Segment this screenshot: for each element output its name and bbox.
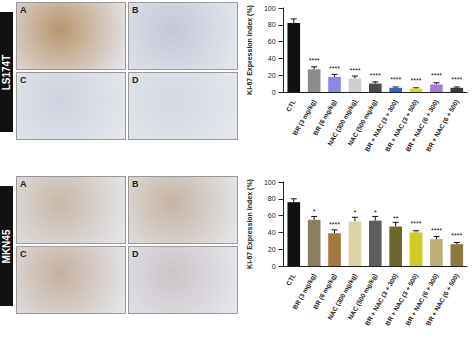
svg-text:BR + NAC (3 + 500): BR + NAC (3 + 500) [383, 98, 420, 153]
svg-text:*: * [354, 209, 357, 216]
svg-text:BR (3 mg/kg): BR (3 mg/kg) [291, 272, 318, 311]
svg-text:NAC (300 mg/kg): NAC (300 mg/kg) [325, 272, 358, 321]
svg-text:****: **** [349, 67, 360, 74]
svg-text:**: ** [393, 215, 399, 222]
svg-text:NAC (500 mg/kg): NAC (500 mg/kg) [346, 98, 379, 147]
svg-text:****: **** [309, 57, 320, 64]
html-text:C: C [20, 75, 27, 85]
svg-text:BR (6 mg/kg): BR (6 mg/kg) [311, 98, 338, 137]
svg-text:NAC (500 mg/kg): NAC (500 mg/kg) [346, 272, 379, 321]
svg-text:100: 100 [264, 179, 276, 186]
svg-text:*: * [313, 208, 316, 215]
svg-text:****: **** [390, 76, 401, 83]
svg-text:BR + NAC (3 + 300): BR + NAC (3 + 300) [363, 272, 399, 327]
svg-text:****: **** [451, 232, 462, 239]
svg-text:****: **** [370, 72, 381, 79]
html-text:MKN45: MKN45 [1, 229, 12, 263]
svg-text:20: 20 [268, 72, 276, 79]
html-text:LS174T: LS174T [1, 54, 12, 90]
svg-text:CTL: CTL [284, 272, 296, 286]
svg-text:0: 0 [272, 89, 276, 96]
html-text:C: C [20, 249, 27, 259]
svg-text:CTL: CTL [284, 98, 296, 112]
html-text:D: D [132, 75, 139, 85]
html-text:A: A [20, 5, 27, 15]
svg-text:****: **** [411, 77, 422, 84]
svg-text:BR + NAC (6 + 500): BR + NAC (6 + 500) [424, 272, 460, 327]
svg-text:BR + NAC (6 + 300): BR + NAC (6 + 300) [404, 98, 440, 153]
svg-text:****: **** [411, 220, 422, 227]
html-text:D: D [132, 249, 139, 259]
html-text:B: B [132, 179, 139, 189]
svg-text:Ki-67 Expression Index (%): Ki-67 Expression Index (%) [246, 179, 254, 269]
svg-text:40: 40 [268, 229, 276, 236]
svg-text:60: 60 [268, 38, 276, 45]
svg-text:80: 80 [268, 195, 276, 202]
svg-text:BR + NAC (3 + 300): BR + NAC (3 + 300) [363, 98, 399, 153]
svg-text:****: **** [329, 65, 340, 72]
svg-text:20: 20 [268, 246, 276, 253]
svg-text:*: * [374, 209, 377, 216]
svg-text:****: **** [431, 227, 442, 234]
svg-text:40: 40 [268, 55, 276, 62]
svg-text:NAC (300 mg/kg): NAC (300 mg/kg) [325, 98, 358, 147]
svg-text:BR + NAC (6 + 300): BR + NAC (6 + 300) [404, 272, 440, 327]
svg-text:BR (6 mg/kg): BR (6 mg/kg) [311, 272, 338, 311]
svg-text:60: 60 [268, 212, 276, 219]
svg-text:****: **** [431, 72, 442, 79]
svg-text:BR (3 mg/kg): BR (3 mg/kg) [291, 98, 318, 137]
svg-text:BR + NAC (6 + 500): BR + NAC (6 + 500) [424, 98, 460, 153]
svg-text:Ki-67 Expression Index (%): Ki-67 Expression Index (%) [246, 5, 254, 95]
html-text:A: A [20, 179, 27, 189]
svg-text:****: **** [451, 76, 462, 83]
svg-text:BR + NAC (3 + 500): BR + NAC (3 + 500) [383, 272, 420, 327]
svg-text:80: 80 [268, 21, 276, 28]
svg-text:0: 0 [272, 263, 276, 270]
svg-text:****: **** [329, 221, 340, 228]
svg-text:100: 100 [264, 5, 276, 12]
html-text:B: B [132, 5, 139, 15]
